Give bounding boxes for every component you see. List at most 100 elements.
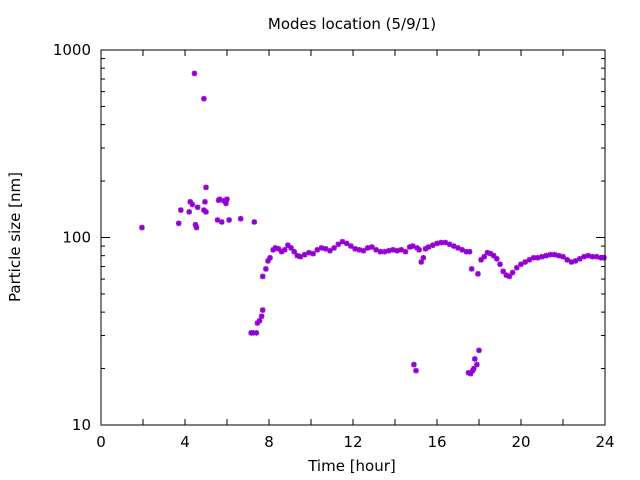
data-point bbox=[352, 246, 358, 252]
data-point bbox=[398, 246, 405, 253]
data-point bbox=[585, 252, 592, 259]
data-point bbox=[568, 259, 575, 265]
data-point bbox=[390, 246, 396, 253]
data-point bbox=[534, 254, 541, 261]
data-point bbox=[267, 254, 273, 261]
y-tick-label: 100 bbox=[62, 229, 91, 247]
data-point bbox=[509, 269, 516, 276]
data-point bbox=[139, 224, 145, 231]
y-tick-label: 10 bbox=[72, 416, 91, 434]
data-point bbox=[455, 245, 461, 251]
data-point bbox=[223, 200, 229, 207]
data-point bbox=[530, 254, 537, 261]
data-point bbox=[539, 253, 545, 260]
plot-frame bbox=[100, 49, 606, 426]
data-point bbox=[191, 70, 198, 77]
data-point bbox=[402, 248, 409, 255]
data-point bbox=[601, 254, 607, 261]
data-point bbox=[518, 261, 524, 268]
data-point bbox=[360, 247, 367, 254]
data-point bbox=[564, 257, 571, 263]
data-point bbox=[385, 247, 392, 254]
data-point bbox=[306, 249, 312, 256]
data-point bbox=[258, 313, 265, 320]
data-point bbox=[369, 244, 375, 250]
data-point bbox=[411, 361, 417, 368]
data-point bbox=[513, 264, 520, 271]
data-point bbox=[226, 217, 232, 223]
data-point bbox=[201, 95, 207, 102]
data-point bbox=[218, 219, 225, 225]
data-point bbox=[175, 220, 182, 227]
data-point bbox=[189, 201, 196, 208]
x-axis-label: Time [hour] bbox=[307, 457, 396, 475]
data-point bbox=[194, 204, 201, 211]
data-point bbox=[356, 246, 363, 253]
x-tick-label: 20 bbox=[511, 433, 530, 451]
data-point bbox=[214, 217, 221, 223]
data-point bbox=[394, 247, 400, 254]
x-tick-label: 8 bbox=[264, 433, 274, 451]
data-point bbox=[413, 367, 419, 374]
data-point bbox=[581, 253, 587, 260]
data-point bbox=[202, 199, 208, 205]
x-tick-label: 0 bbox=[96, 433, 106, 451]
data-point bbox=[203, 184, 209, 191]
data-point bbox=[551, 251, 558, 258]
data-point bbox=[416, 246, 422, 253]
data-point bbox=[543, 252, 550, 259]
data-point bbox=[259, 273, 266, 280]
data-point bbox=[178, 207, 184, 213]
data-point bbox=[497, 261, 503, 268]
data-point bbox=[474, 361, 480, 368]
data-point bbox=[203, 209, 209, 215]
data-point bbox=[418, 259, 425, 265]
data-point bbox=[481, 253, 488, 260]
data-point bbox=[281, 246, 288, 253]
data-point bbox=[259, 307, 266, 313]
data-point bbox=[318, 245, 325, 251]
data-point bbox=[193, 224, 200, 231]
data-point bbox=[434, 240, 440, 247]
data-point bbox=[314, 246, 321, 253]
data-point bbox=[560, 253, 566, 260]
data-point bbox=[593, 253, 600, 260]
data-point bbox=[572, 258, 579, 264]
y-axis-label: Particle size [nm] bbox=[6, 172, 24, 302]
x-tick-label: 24 bbox=[595, 433, 614, 451]
data-point bbox=[381, 248, 388, 255]
data-point bbox=[442, 239, 449, 246]
data-point bbox=[468, 266, 475, 272]
data-point bbox=[494, 255, 500, 262]
data-point bbox=[335, 241, 342, 248]
data-point bbox=[522, 259, 529, 265]
data-point bbox=[327, 247, 333, 254]
data-point bbox=[420, 254, 427, 261]
x-tick-label: 12 bbox=[343, 433, 362, 451]
data-point bbox=[471, 356, 478, 362]
data-point bbox=[576, 255, 583, 262]
data-point bbox=[343, 240, 350, 247]
data-point bbox=[476, 347, 482, 354]
data-point bbox=[466, 248, 473, 255]
x-tick-label: 4 bbox=[180, 433, 190, 451]
data-point bbox=[237, 215, 244, 222]
data-point bbox=[348, 243, 354, 249]
data-point bbox=[310, 250, 316, 257]
data-point bbox=[251, 219, 258, 225]
data-point bbox=[186, 209, 192, 215]
data-point bbox=[331, 245, 337, 251]
data-point bbox=[263, 266, 269, 272]
data-points bbox=[139, 70, 607, 377]
chart-title: Modes location (5/9/1) bbox=[268, 15, 436, 33]
data-point bbox=[475, 271, 481, 277]
data-point bbox=[555, 252, 562, 259]
x-tick-label: 16 bbox=[427, 433, 446, 451]
data-point bbox=[291, 248, 298, 255]
data-point bbox=[224, 196, 230, 203]
data-point bbox=[490, 252, 497, 259]
axis-ticks: 0 4 8 12 16 20 24 10 100 1000 bbox=[53, 41, 615, 451]
data-point bbox=[297, 253, 304, 260]
